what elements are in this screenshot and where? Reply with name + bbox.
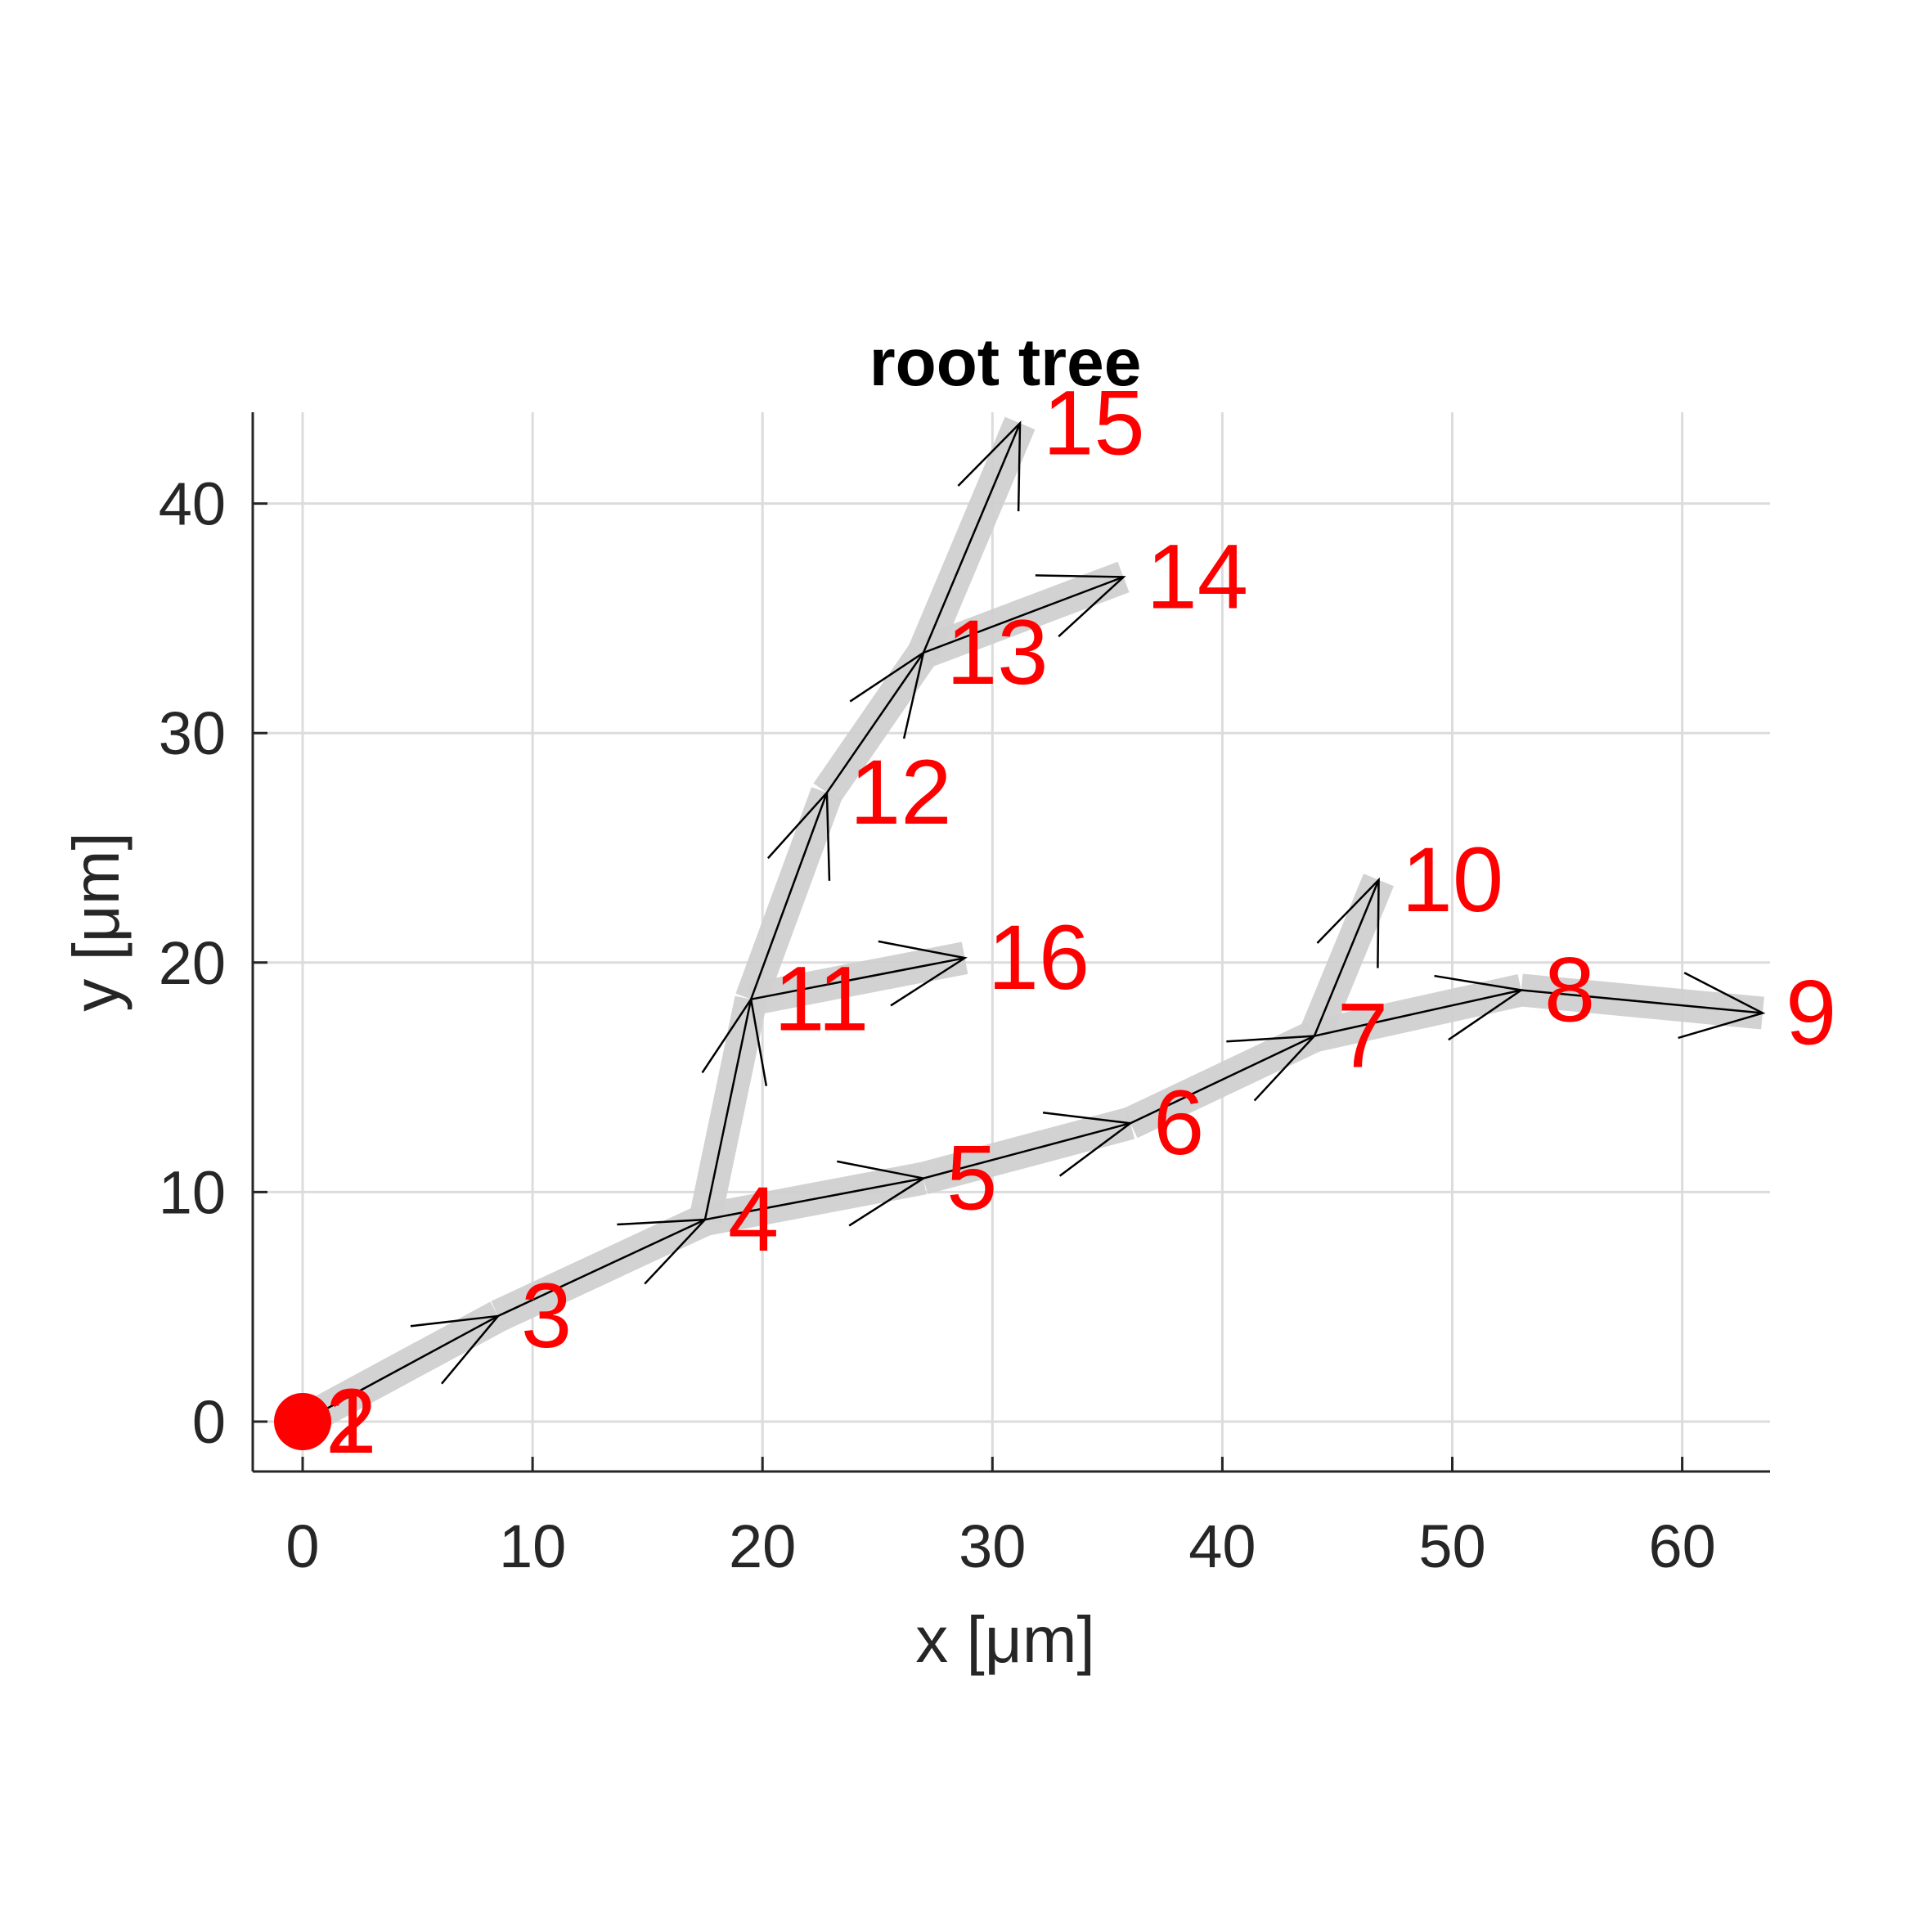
edge-line-7-8 [1314, 989, 1522, 1037]
y-tick-label-1: 10 [159, 1158, 226, 1226]
arrow-head-13-15 [957, 420, 1022, 512]
axes [251, 412, 1770, 1473]
x-tick-label-1: 10 [499, 1512, 566, 1580]
node-label-14: 14 [1147, 525, 1249, 627]
y-axis-label: y [μm] [60, 832, 133, 1011]
edge-line-2-3 [302, 1314, 499, 1423]
node-label-7: 7 [1337, 985, 1388, 1087]
edge-arrows [302, 420, 1766, 1423]
edge-line-5-6 [923, 1122, 1131, 1179]
node-label-6: 6 [1153, 1072, 1204, 1174]
node-label-16: 16 [988, 906, 1090, 1009]
x-tick-label-3: 30 [959, 1512, 1026, 1580]
edge-line-7-10 [1313, 879, 1380, 1037]
y-tick-label-3: 30 [159, 699, 226, 767]
edge-line-4-5 [704, 1177, 924, 1221]
arrow-head-13-14 [1035, 574, 1126, 638]
y-tick-label-2: 20 [159, 929, 226, 997]
edge-line-6-7 [1130, 1035, 1315, 1125]
edge-line-11-12 [749, 792, 829, 1000]
edge-line-13-14 [923, 576, 1124, 654]
node-label-8: 8 [1544, 938, 1595, 1040]
edge-line-13-15 [922, 422, 1022, 654]
chart-title: root tree [869, 326, 1142, 400]
edge-line-8-9 [1521, 989, 1764, 1014]
arrow-head-8-9 [1678, 972, 1766, 1040]
node-label-15: 15 [1043, 371, 1145, 474]
edge-line-4-11 [703, 999, 753, 1220]
x-axis-label: x [μm] [915, 1603, 1094, 1676]
arrow-head-11-16 [878, 940, 968, 1007]
node-label-9: 9 [1786, 962, 1836, 1064]
node-label-1: 1 [326, 1370, 376, 1472]
arrow-head-7-10 [1316, 877, 1380, 968]
y-tick-label-0: 0 [192, 1388, 226, 1456]
x-tick-label-5: 50 [1418, 1512, 1485, 1580]
arrow-head-4-11 [701, 996, 768, 1086]
node-label-4: 4 [728, 1168, 779, 1270]
root-marker [274, 1393, 331, 1450]
tick-labels: 0 10 20 30 40 50 60 0 10 20 30 40 [159, 470, 1716, 1580]
node-label-13: 13 [946, 601, 1049, 703]
x-tick-label-2: 20 [729, 1512, 796, 1580]
y-tick-label-4: 40 [159, 470, 226, 538]
edge-line-11-16 [750, 956, 965, 1000]
arrow-head-7-8 [1434, 974, 1525, 1041]
node-label-12: 12 [850, 741, 952, 843]
x-tick-label-6: 60 [1648, 1512, 1715, 1580]
node-label-10: 10 [1402, 829, 1504, 931]
edge-line-3-4 [497, 1218, 706, 1318]
node-label-5: 5 [946, 1127, 997, 1229]
root-marker-group [274, 1393, 331, 1450]
node-label-11: 11 [774, 948, 869, 1050]
node-label-3: 3 [521, 1265, 572, 1367]
x-tick-label-0: 0 [285, 1512, 319, 1580]
node-label-2: 2 [326, 1370, 376, 1472]
x-tick-label-4: 40 [1188, 1512, 1256, 1580]
edge-line-12-13 [825, 652, 924, 793]
